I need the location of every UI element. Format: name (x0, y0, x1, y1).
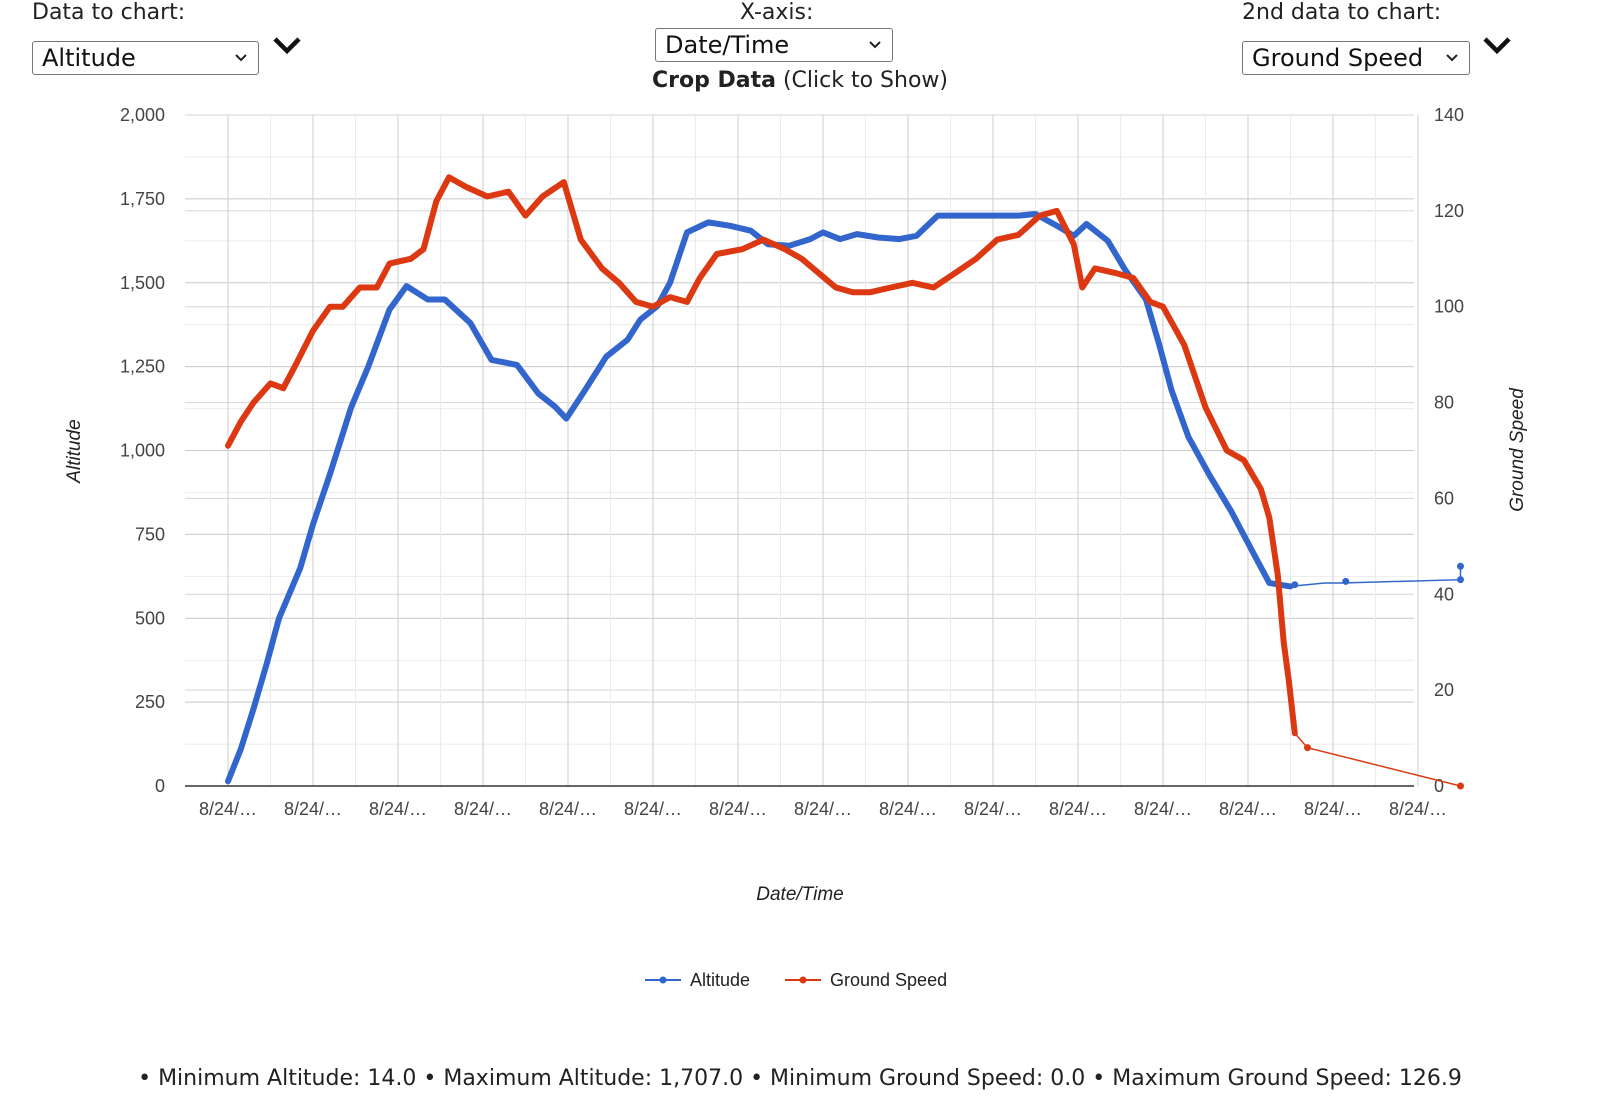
x-tick-label: 8/24/… (1049, 799, 1107, 819)
crop-data-bold: Crop Data (651, 68, 776, 93)
chevron-down-icon (1446, 54, 1458, 62)
x-axis-select[interactable]: Date/Time (655, 28, 893, 62)
second-data-select[interactable]: Ground Speed (1242, 41, 1470, 75)
legend-marker-ground-speed (799, 976, 807, 984)
series-line-ground-speed (225, 174, 1298, 737)
y-tick-label: 1,000 (120, 441, 165, 461)
series-line-altitude (225, 211, 1294, 785)
series-tail-altitude (1290, 566, 1462, 588)
y2-axis-title: Ground Speed (1507, 387, 1528, 512)
crop-data-hint: (Click to Show) (775, 68, 948, 93)
second-data-value: Ground Speed (1252, 44, 1424, 72)
y2-tick-label: 60 (1434, 488, 1454, 508)
x-tick-label: 8/24/… (1219, 799, 1277, 819)
expand-chevron-icon[interactable] (1482, 36, 1512, 56)
y-tick-label: 1,750 (120, 189, 165, 209)
x-tick-label: 8/24/… (284, 799, 342, 819)
data-point-altitude (1457, 576, 1464, 584)
expand-chevron-icon[interactable] (272, 36, 302, 56)
y2-tick-label: 100 (1434, 297, 1464, 317)
y-tick-label: 0 (155, 776, 165, 796)
data-point-altitude (1457, 562, 1464, 570)
series-altitude (225, 211, 1464, 785)
x-axis-value: Date/Time (665, 31, 790, 59)
x-axis-title: Date/Time (756, 884, 843, 905)
y2-tick-label: 140 (1434, 105, 1464, 125)
data-to-chart-value: Altitude (42, 44, 136, 72)
data-point-altitude (1342, 577, 1350, 585)
x-tick-label: 8/24/… (964, 799, 1022, 819)
legend: Altitude Ground Speed (645, 970, 947, 990)
x-tick-label: 8/24/… (1304, 799, 1362, 819)
x-axis-label: X-axis: (740, 0, 814, 25)
data-point-ground-speed (1304, 744, 1311, 752)
y-tick-label: 1,500 (120, 273, 165, 293)
second-data-label: 2nd data to chart: (1242, 0, 1442, 25)
data-to-chart-label: Data to chart: (32, 0, 186, 25)
y-tick-label: 250 (135, 692, 165, 712)
x-tick-label: 8/24/… (624, 799, 682, 819)
y-tick-label: 500 (135, 608, 165, 628)
y2-tick-label: 20 (1434, 680, 1454, 700)
y2-tick-label: 120 (1434, 201, 1464, 221)
x-tick-label: 8/24/… (1389, 799, 1447, 819)
y-tick-label: 2,000 (120, 105, 165, 125)
x-tick-label: 8/24/… (709, 799, 767, 819)
crop-data-toggle[interactable]: Crop Data (Click to Show) (0, 68, 1600, 93)
x-tick-label: 8/24/… (879, 799, 937, 819)
legend-label-ground-speed: Ground Speed (830, 970, 947, 990)
flight-chart: 0 250 500 750 1,000 1,250 1,500 1,750 2,000 0 20 40… (64, 105, 1528, 990)
y-tick-label: 1,250 (120, 357, 165, 377)
x-tick-label: 8/24/… (539, 799, 597, 819)
x-tick-label: 8/24/… (794, 799, 852, 819)
x-tick-label: 8/24/… (369, 799, 427, 819)
data-point-ground-speed (1457, 782, 1464, 790)
data-point-altitude (1291, 581, 1299, 589)
legend-marker-altitude (659, 976, 667, 984)
series-ground-speed (225, 174, 1464, 790)
x-tick-label: 8/24/… (1134, 799, 1192, 819)
y2-tick-label: 80 (1434, 393, 1454, 413)
chevron-down-icon (235, 54, 247, 62)
chevron-down-icon (869, 41, 881, 49)
data-to-chart-select[interactable]: Altitude (32, 41, 259, 75)
y-tick-label: 750 (135, 524, 165, 544)
grid-lines (185, 114, 1419, 787)
x-tick-label: 8/24/… (199, 799, 257, 819)
x-tick-label: 8/24/… (454, 799, 512, 819)
y2-tick-label: 40 (1434, 584, 1454, 604)
legend-label-altitude: Altitude (690, 970, 750, 990)
stats-summary: • Minimum Altitude: 14.0 • Maximum Altit… (138, 1066, 1462, 1091)
y-axis-title: Altitude (64, 419, 85, 483)
y2-tick-label: 0 (1434, 776, 1444, 796)
